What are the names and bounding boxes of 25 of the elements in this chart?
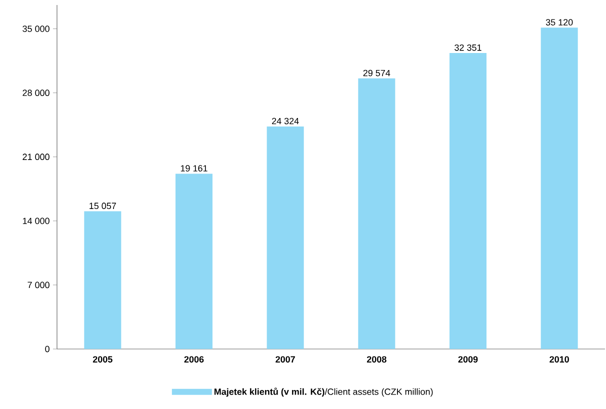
data-label: 29 574 bbox=[363, 70, 390, 76]
y-tick-label: 0 bbox=[45, 346, 50, 352]
y-tick-label: 14 000 bbox=[22, 218, 50, 224]
bar bbox=[450, 53, 486, 349]
bar bbox=[176, 174, 212, 349]
bar bbox=[358, 78, 396, 349]
bar bbox=[266, 126, 304, 349]
data-label: 15 057 bbox=[90, 202, 116, 210]
data-label: 32 351 bbox=[454, 44, 482, 51]
x-tick-label: 2010 bbox=[550, 356, 569, 363]
y-tick-label: 7 000 bbox=[28, 282, 50, 288]
x-tick-label: 2008 bbox=[366, 356, 386, 363]
x-tick-label: 2007 bbox=[276, 356, 295, 363]
x-tick-label: 2009 bbox=[458, 356, 478, 363]
bar bbox=[540, 28, 578, 349]
bar bbox=[84, 211, 122, 349]
data-label: 35 120 bbox=[546, 19, 573, 26]
y-tick-label: 21 000 bbox=[22, 154, 50, 160]
y-tick-label: 28 000 bbox=[22, 90, 50, 96]
data-label: 24 324 bbox=[272, 118, 299, 124]
x-tick-label: 2006 bbox=[184, 356, 204, 363]
data-label: 19 161 bbox=[180, 165, 208, 172]
y-tick-label: 35 000 bbox=[22, 26, 50, 32]
legend-label: Majetek klientů (v mil. Kč)/Client assets (CZK million) bbox=[214, 388, 433, 397]
x-tick-label: 2005 bbox=[92, 356, 112, 363]
